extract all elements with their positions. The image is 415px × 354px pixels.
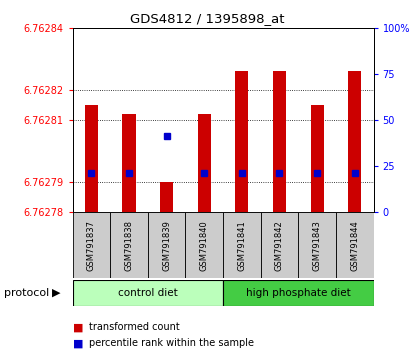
Bar xyxy=(223,212,261,278)
Text: high phosphate diet: high phosphate diet xyxy=(246,288,351,298)
Text: GSM791837: GSM791837 xyxy=(87,219,96,271)
Bar xyxy=(148,212,186,278)
Text: GSM791838: GSM791838 xyxy=(124,219,134,271)
Bar xyxy=(186,212,223,278)
Text: GSM791843: GSM791843 xyxy=(312,220,322,270)
Bar xyxy=(85,105,98,212)
Text: ■: ■ xyxy=(73,322,83,332)
Bar xyxy=(160,182,173,212)
Bar xyxy=(298,212,336,278)
Text: GSM791842: GSM791842 xyxy=(275,220,284,270)
Text: GDS4812 / 1395898_at: GDS4812 / 1395898_at xyxy=(130,12,285,25)
Bar xyxy=(336,212,374,278)
Text: GSM791839: GSM791839 xyxy=(162,220,171,270)
Text: protocol: protocol xyxy=(4,288,49,298)
Text: transformed count: transformed count xyxy=(89,322,180,332)
Text: ▶: ▶ xyxy=(52,288,60,298)
Bar xyxy=(223,280,374,306)
Text: GSM791844: GSM791844 xyxy=(350,220,359,270)
Bar xyxy=(348,71,361,212)
Bar xyxy=(73,212,110,278)
Text: control diet: control diet xyxy=(118,288,178,298)
Bar xyxy=(273,71,286,212)
Text: percentile rank within the sample: percentile rank within the sample xyxy=(89,338,254,348)
Text: GSM791841: GSM791841 xyxy=(237,220,247,270)
Bar xyxy=(261,212,298,278)
Bar xyxy=(110,212,148,278)
Bar xyxy=(310,105,324,212)
Bar xyxy=(235,71,249,212)
Bar xyxy=(73,280,223,306)
Bar xyxy=(122,114,136,212)
Text: GSM791840: GSM791840 xyxy=(200,220,209,270)
Bar xyxy=(198,114,211,212)
Text: ■: ■ xyxy=(73,338,83,348)
